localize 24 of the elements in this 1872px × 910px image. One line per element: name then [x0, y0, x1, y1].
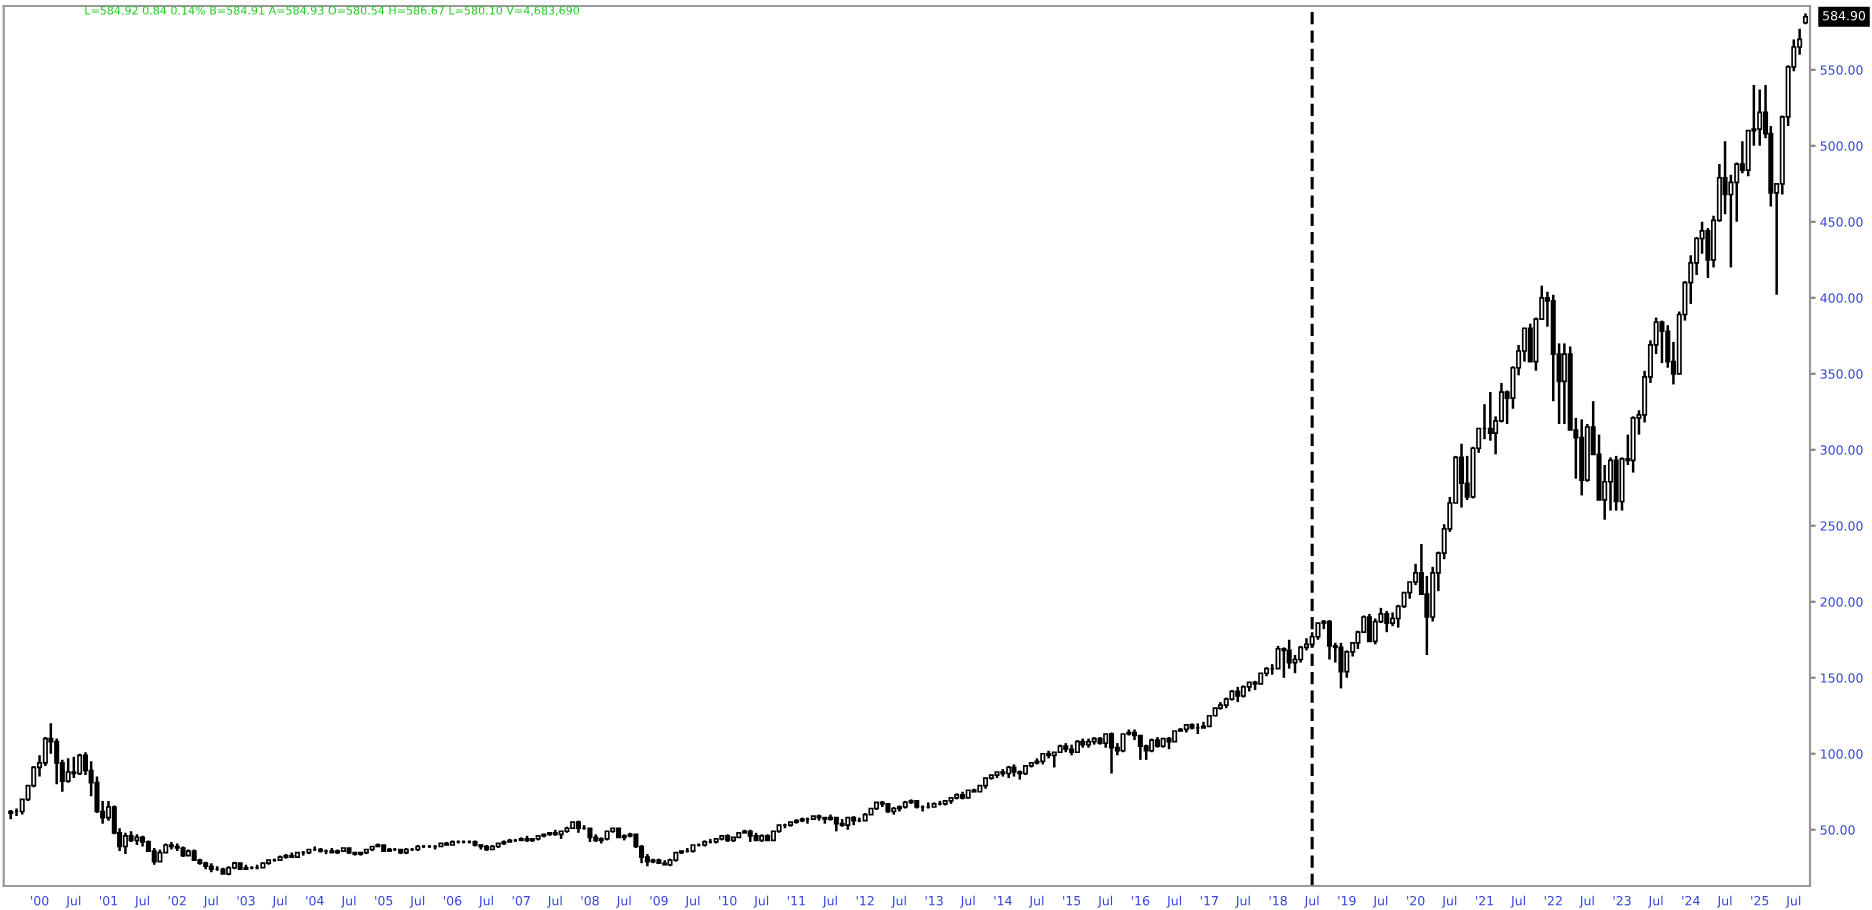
- candlestick: [1366, 612, 1372, 643]
- candlestick: [1458, 442, 1465, 509]
- candlestick: [1613, 454, 1619, 512]
- candlestick: [1659, 319, 1665, 365]
- candlestick: [122, 831, 128, 856]
- candlestick: [1630, 415, 1636, 474]
- candlestick: [1607, 456, 1614, 512]
- candlestick: [1579, 418, 1585, 497]
- candlestick: [65, 757, 71, 784]
- candlestick: [1384, 609, 1390, 634]
- candlestick: [1109, 731, 1115, 775]
- candlestick: [1137, 734, 1143, 762]
- candlestick: [1344, 649, 1350, 680]
- candlestick: [1561, 342, 1567, 426]
- candlestick: [71, 755, 77, 780]
- candlestick: [1275, 644, 1281, 670]
- candlestick: [1338, 641, 1344, 690]
- candlestick: [1757, 88, 1763, 148]
- candlestick: [1424, 574, 1430, 657]
- candlestick: [1281, 646, 1287, 680]
- candlestick: [1527, 322, 1533, 363]
- candlestick: [1292, 653, 1298, 675]
- candlestick: [1326, 618, 1333, 661]
- candlestick: [1286, 638, 1292, 670]
